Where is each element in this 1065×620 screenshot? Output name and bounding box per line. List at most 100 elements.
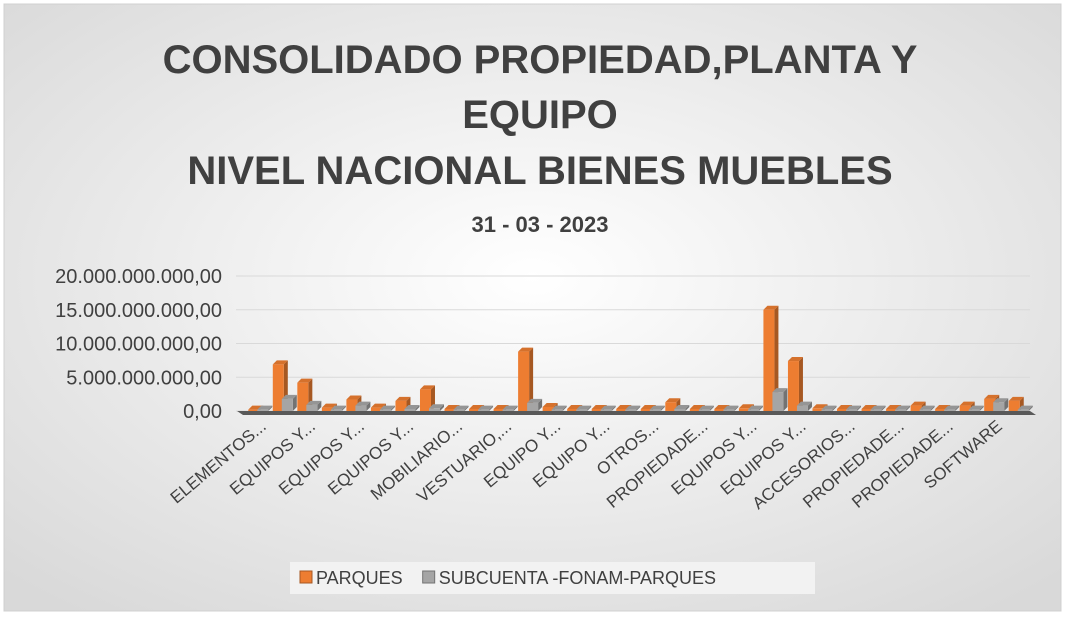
bar (747, 409, 759, 411)
bar (478, 409, 490, 411)
floor (237, 411, 1036, 415)
bar-top (772, 388, 788, 393)
bar (640, 408, 652, 411)
y-tick-label: 20.000.000.000,00 (55, 266, 222, 288)
bar (379, 409, 391, 411)
bar (272, 364, 284, 411)
bar-side (857, 405, 862, 411)
bar-top (895, 405, 911, 410)
bar (576, 409, 588, 411)
bar-top (502, 405, 518, 410)
bar-side (292, 394, 297, 411)
legend-label: PARQUES (316, 568, 403, 588)
bar (1017, 409, 1029, 411)
bar-side (807, 401, 812, 411)
bar-side (979, 405, 984, 411)
chart-title: CONSOLIDADO PROPIEDAD,PLANTA Y (163, 38, 918, 82)
bar (355, 405, 367, 411)
bar-top (272, 360, 288, 365)
bar-side (930, 405, 935, 411)
bar-top (959, 401, 975, 406)
bar-side (268, 405, 273, 411)
bar (306, 404, 318, 411)
bar-top (919, 405, 935, 410)
bar-side (611, 405, 616, 411)
bar-side (798, 357, 803, 411)
bar-top (551, 405, 567, 410)
bar (968, 409, 980, 411)
bar (886, 408, 898, 411)
bar (616, 408, 628, 411)
bar (346, 399, 358, 411)
bar (395, 400, 407, 411)
bar-side (685, 404, 690, 411)
bar-side (783, 388, 788, 411)
bar-top (968, 405, 984, 410)
bar (591, 408, 603, 411)
y-tick-label: 0,00 (183, 401, 222, 423)
bar (787, 361, 799, 411)
bar (321, 407, 333, 411)
bar-side (366, 401, 371, 411)
bar (935, 408, 947, 411)
legend-label: SUBCUENTA -FONAM-PARQUES (439, 568, 716, 588)
bar-side (390, 405, 395, 411)
bar-top (984, 394, 1000, 399)
bar-top (723, 405, 739, 410)
bar-top (821, 405, 837, 410)
bar-top (478, 405, 494, 410)
bar-side (587, 405, 592, 411)
y-tick-label: 5.000.000.000,00 (66, 367, 222, 389)
legend-swatch (422, 570, 436, 584)
bar-top (698, 405, 714, 410)
bar (846, 409, 858, 411)
bar-side (758, 405, 763, 411)
bar-side (529, 347, 534, 411)
chart-title: NIVEL NACIONAL BIENES MUEBLES (187, 149, 892, 193)
bar (330, 409, 342, 411)
bar-side (1004, 398, 1009, 411)
bar-top (625, 405, 641, 410)
bar-side (489, 405, 494, 411)
bar-top (870, 405, 886, 410)
bar-side (636, 405, 641, 411)
bar (763, 309, 775, 411)
bar-top (763, 305, 779, 310)
bar-top (527, 398, 543, 403)
bar-side (562, 405, 567, 411)
bar-top (738, 404, 754, 409)
bar (674, 408, 686, 411)
bar-top (787, 357, 803, 362)
bar-side (341, 405, 346, 411)
bar (665, 402, 677, 411)
bar (984, 398, 996, 411)
bar (944, 409, 956, 411)
bar-top (796, 401, 812, 406)
bar (910, 405, 922, 411)
bar-side (881, 405, 886, 411)
bar-top (600, 405, 616, 410)
bar (453, 409, 465, 411)
bar (428, 408, 440, 411)
bar-top (321, 403, 337, 408)
bar (689, 408, 701, 411)
bar (370, 407, 382, 411)
bar (281, 398, 293, 411)
bar-side (832, 405, 837, 411)
bar (837, 408, 849, 411)
bar (993, 402, 1005, 411)
bar-top (306, 400, 322, 405)
bar-side (513, 405, 518, 411)
bar (698, 409, 710, 411)
legend-swatch (299, 570, 313, 584)
bar-top (649, 405, 665, 410)
bar-top (404, 404, 420, 409)
bar (248, 409, 260, 411)
bar-top (330, 405, 346, 410)
chart-background (3, 3, 1062, 612)
bar (444, 408, 456, 411)
bar-side (906, 405, 911, 411)
bar (870, 409, 882, 411)
bar (542, 406, 554, 411)
